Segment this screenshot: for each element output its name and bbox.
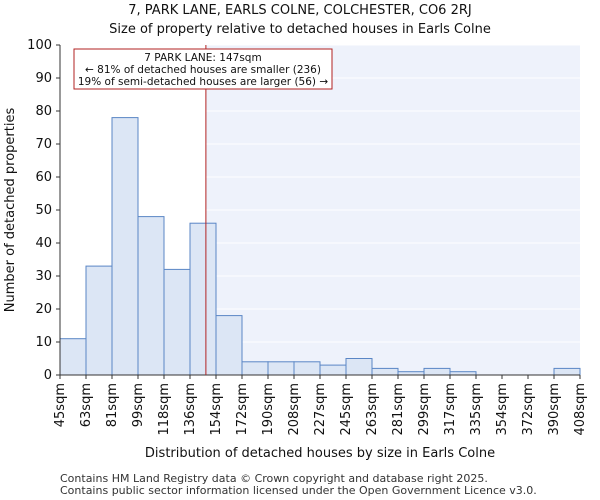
bar xyxy=(189,222,217,376)
annotation-box xyxy=(73,48,333,90)
x-tick-label: 81sqm xyxy=(105,383,120,427)
bar xyxy=(423,367,451,376)
bar xyxy=(319,364,347,376)
y-tick-label: 60 xyxy=(35,170,52,185)
x-tick-label: 118sqm xyxy=(157,383,172,436)
x-tick-label: 154sqm xyxy=(209,383,224,436)
y-tick-label: 80 xyxy=(35,104,52,119)
y-axis-label: Number of detached properties xyxy=(3,108,18,313)
y-tick-label: 20 xyxy=(35,302,52,317)
x-tick-label: 299sqm xyxy=(417,383,432,436)
y-tick-label: 90 xyxy=(35,71,52,86)
x-tick-label: 172sqm xyxy=(235,383,250,436)
y-tick-label: 0 xyxy=(44,368,52,383)
annotation-line-3: 19% of semi-detached houses are larger (… xyxy=(78,76,329,88)
bar xyxy=(163,268,191,376)
x-tick-label: 408sqm xyxy=(573,383,588,436)
y-tick-label: 100 xyxy=(27,38,52,53)
y-tick-label: 70 xyxy=(35,137,52,152)
bar xyxy=(85,265,113,376)
bar xyxy=(215,315,243,376)
x-tick-label: 281sqm xyxy=(391,383,406,436)
bar xyxy=(267,361,295,376)
y-tick-label: 50 xyxy=(35,203,52,218)
bar xyxy=(371,367,399,376)
bar xyxy=(293,361,321,376)
x-tick-label: 390sqm xyxy=(547,383,562,436)
x-tick-label: 208sqm xyxy=(287,383,302,436)
footer-line-2: Contains public sector information licen… xyxy=(60,484,537,497)
bar xyxy=(241,361,269,376)
x-tick-label: 263sqm xyxy=(365,383,380,436)
bar xyxy=(59,338,87,376)
annotation-line-2: ← 81% of detached houses are smaller (23… xyxy=(85,64,321,76)
x-tick-label: 245sqm xyxy=(339,383,354,436)
y-tick-label: 10 xyxy=(35,335,52,350)
x-tick-label: 45sqm xyxy=(53,383,68,427)
x-tick-label: 372sqm xyxy=(521,383,536,436)
y-tick-label: 30 xyxy=(35,269,52,284)
x-tick-label: 63sqm xyxy=(79,383,94,427)
plot-area: 0 10 20 30 40 50 60 70 80 90 100 45sqm 63sqm 81sqm 99s… xyxy=(27,38,588,436)
x-tick-label: 99sqm xyxy=(131,383,146,427)
x-tick-label: 136sqm xyxy=(183,383,198,436)
x-tick-label: 190sqm xyxy=(261,383,276,436)
x-axis-label: Distribution of detached houses by size … xyxy=(145,446,495,461)
x-tick-label: 317sqm xyxy=(443,383,458,436)
x-tick-label: 354sqm xyxy=(495,383,510,436)
x-tick-label: 335sqm xyxy=(469,383,484,436)
y-tick-label: 40 xyxy=(35,236,52,251)
chart-title: 7, PARK LANE, EARLS COLNE, COLCHESTER, C… xyxy=(128,3,471,18)
bar xyxy=(345,358,373,376)
x-tick-label: 227sqm xyxy=(313,383,328,436)
bar xyxy=(111,117,139,376)
footer-line-1: Contains HM Land Registry data © Crown c… xyxy=(60,472,488,485)
bar xyxy=(553,367,581,376)
chart-subtitle: Size of property relative to detached ho… xyxy=(109,22,491,37)
bar xyxy=(137,216,165,376)
annotation-line-1: 7 PARK LANE: 147sqm xyxy=(144,52,261,64)
